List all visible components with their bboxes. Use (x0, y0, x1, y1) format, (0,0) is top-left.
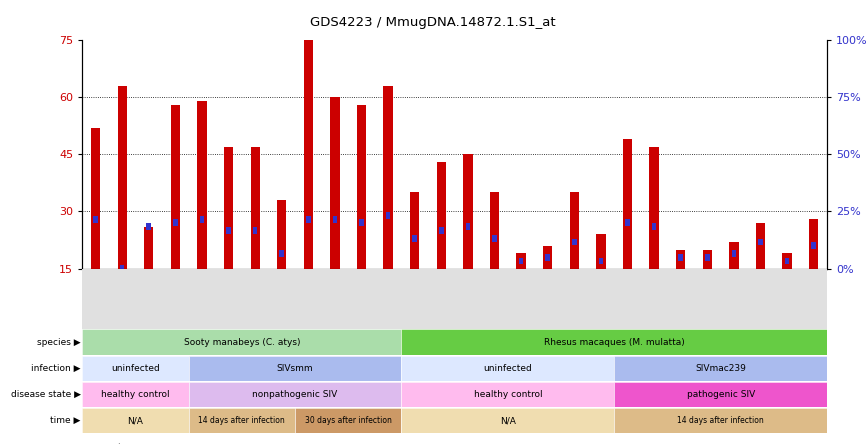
Bar (91, 127, 100, 269)
Bar (118, 86, 126, 269)
Bar (226, 227, 231, 234)
Bar (200, 216, 204, 222)
Text: Rhesus macaques (M. mulatta): Rhesus macaques (M. mulatta) (544, 337, 685, 347)
Bar (597, 234, 605, 269)
Bar (412, 235, 417, 242)
Bar (146, 223, 151, 230)
Text: pathogenic SIV: pathogenic SIV (687, 390, 755, 399)
Bar (439, 227, 443, 234)
Bar (224, 147, 233, 269)
Bar (809, 219, 818, 269)
Text: N/A: N/A (500, 416, 516, 425)
Text: species ▶: species ▶ (37, 337, 81, 347)
Bar (811, 242, 816, 249)
Bar (384, 86, 393, 269)
Text: N/A: N/A (127, 416, 144, 425)
Bar (546, 254, 550, 261)
Bar (702, 250, 712, 269)
Bar (120, 265, 125, 272)
Bar (732, 250, 736, 257)
Text: 14 days after infection: 14 days after infection (677, 416, 764, 425)
Bar (516, 254, 526, 269)
Text: nonpathogenic SIV: nonpathogenic SIV (252, 390, 338, 399)
Bar (144, 227, 153, 269)
Bar (304, 40, 313, 269)
Bar (492, 235, 497, 242)
Bar (756, 223, 766, 269)
Bar (598, 258, 604, 265)
Bar (171, 105, 180, 269)
Text: ■: ■ (84, 443, 94, 444)
Bar (678, 254, 683, 261)
Text: infection ▶: infection ▶ (31, 364, 81, 373)
Text: healthy control: healthy control (101, 390, 170, 399)
Text: GDS4223 / MmugDNA.14872.1.S1_at: GDS4223 / MmugDNA.14872.1.S1_at (310, 16, 556, 28)
Bar (650, 147, 659, 269)
Bar (759, 238, 763, 246)
Text: Sooty manabeys (C. atys): Sooty manabeys (C. atys) (184, 337, 301, 347)
Bar (357, 105, 366, 269)
Bar (490, 192, 499, 269)
Bar (570, 192, 579, 269)
Bar (253, 227, 257, 234)
Bar (359, 219, 364, 226)
Bar (729, 242, 739, 269)
Text: 30 days after infection: 30 days after infection (305, 416, 391, 425)
Text: uninfected: uninfected (111, 364, 160, 373)
Text: uninfected: uninfected (483, 364, 533, 373)
Bar (306, 216, 311, 222)
Bar (705, 254, 709, 261)
Bar (173, 219, 178, 226)
Text: SIVmac239: SIVmac239 (695, 364, 746, 373)
Bar (543, 246, 553, 269)
Bar (333, 216, 337, 222)
Bar (463, 155, 473, 269)
Bar (652, 223, 656, 230)
Bar (277, 200, 287, 269)
Bar (676, 250, 685, 269)
Bar (625, 219, 630, 226)
Bar (783, 254, 792, 269)
Bar (386, 212, 391, 219)
Bar (410, 192, 419, 269)
Bar (197, 101, 207, 269)
Bar (94, 216, 98, 222)
Text: SIVsmm: SIVsmm (277, 364, 313, 373)
Text: disease state ▶: disease state ▶ (10, 390, 81, 399)
Text: time ▶: time ▶ (50, 416, 81, 425)
Bar (436, 162, 446, 269)
Bar (572, 238, 577, 246)
Bar (250, 147, 260, 269)
Text: 14 days after infection: 14 days after infection (198, 416, 285, 425)
Bar (280, 250, 284, 257)
Bar (519, 258, 523, 265)
Bar (785, 258, 790, 265)
Bar (623, 139, 632, 269)
Bar (330, 97, 339, 269)
Text: healthy control: healthy control (474, 390, 542, 399)
Bar (466, 223, 470, 230)
